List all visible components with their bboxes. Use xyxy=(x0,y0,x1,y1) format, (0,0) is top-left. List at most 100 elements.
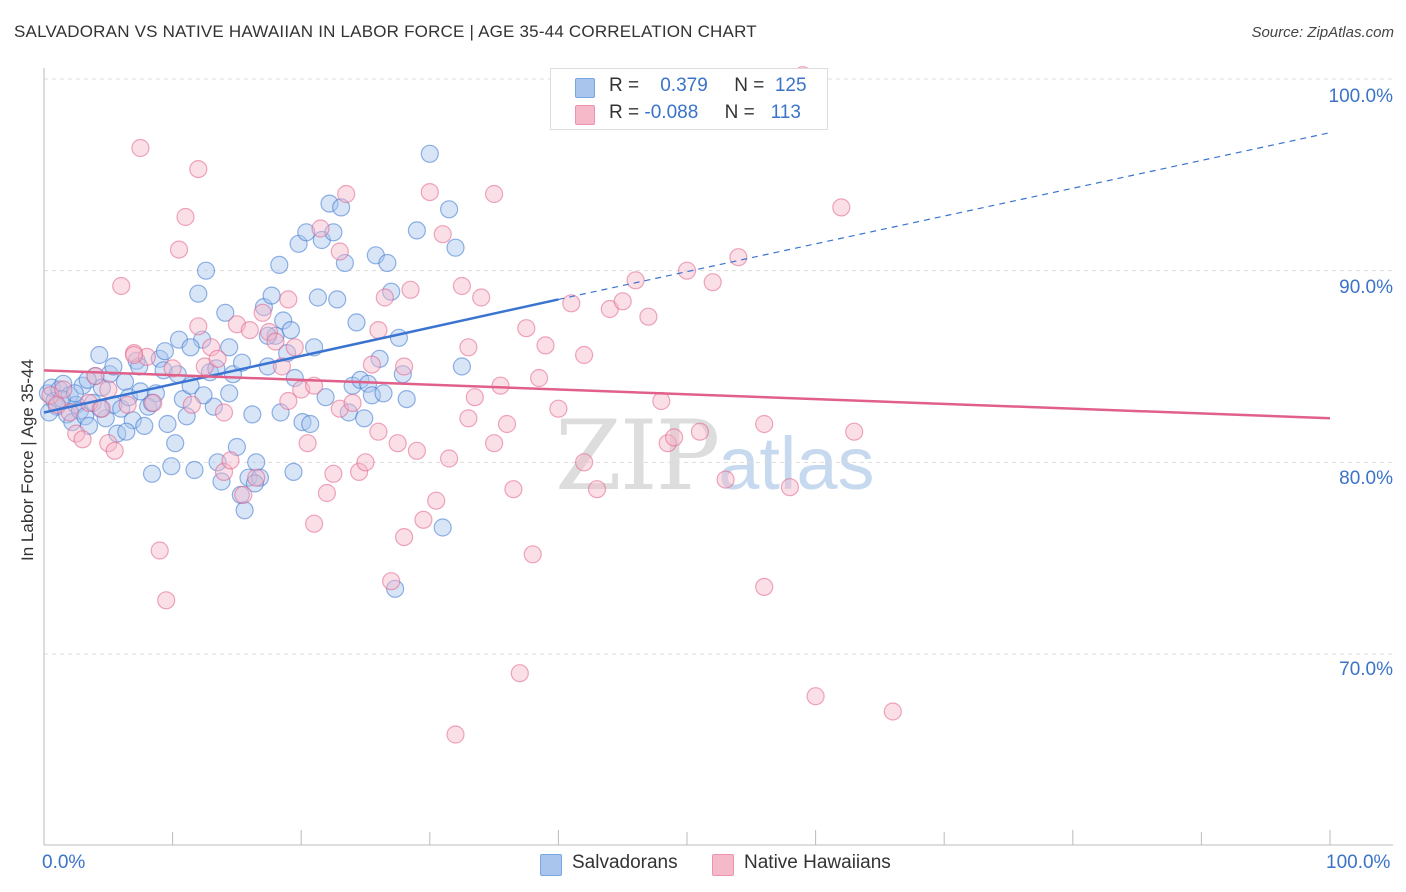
salvadoran-point xyxy=(332,198,351,217)
salvadoran-point xyxy=(433,518,452,537)
native-hawaiian-point xyxy=(427,491,446,510)
salvadoran-point xyxy=(362,386,381,405)
salvadoran-point xyxy=(181,338,200,357)
native-hawaiian-point xyxy=(369,422,388,441)
native-hawaiian-point xyxy=(259,322,279,342)
legend-label: Salvadorans xyxy=(572,852,678,873)
source-credit: Source: ZipAtlas.com xyxy=(1251,24,1394,41)
salvadoran-point xyxy=(446,238,465,257)
salvadoran-point xyxy=(378,253,397,273)
y-tick-label: 100.0% xyxy=(1328,86,1393,107)
salvadoran-point xyxy=(177,407,196,426)
native-hawaiian-point xyxy=(883,702,902,721)
watermark: ZIPatlas xyxy=(555,400,875,512)
native-hawaiian-point xyxy=(369,321,388,340)
native-hawaiian-point xyxy=(214,462,234,481)
native-hawaiian-point xyxy=(311,219,330,238)
legend-swatch-pink xyxy=(575,105,595,125)
y-tick-label: 90.0% xyxy=(1339,277,1393,298)
native-hawaiian-point xyxy=(324,464,343,483)
native-hawaiian-point xyxy=(832,198,851,217)
native-hawaiian-point xyxy=(613,292,632,311)
native-hawaiian-point xyxy=(330,242,349,261)
native-hawaiian-point xyxy=(214,403,234,422)
native-hawaiian-trend-line xyxy=(43,369,1331,420)
native-hawaiian-point xyxy=(549,399,568,418)
salvadoran-point xyxy=(308,288,327,307)
native-hawaiian-point xyxy=(472,288,491,307)
n-label: N = xyxy=(734,75,765,96)
salvadoran-point xyxy=(220,384,239,403)
r-label: R = xyxy=(609,75,640,96)
legend-label: Native Hawaiians xyxy=(744,852,891,873)
salvadoran-point xyxy=(284,462,303,481)
native-hawaiian-point xyxy=(356,453,375,472)
native-hawaiian-point xyxy=(317,483,336,503)
native-hawaiian-point xyxy=(86,367,105,386)
native-hawaiian-point xyxy=(485,434,504,453)
salvadoran-point xyxy=(185,460,204,480)
native-hawaiian-point xyxy=(401,280,420,299)
native-hawaiian-point xyxy=(780,478,800,497)
native-hawaiian-point xyxy=(253,303,272,322)
watermark-zip: ZIP xyxy=(555,400,720,512)
native-hawaiian-point xyxy=(414,510,433,529)
salvadoran-point xyxy=(397,390,416,409)
native-hawaiian-point xyxy=(446,725,465,744)
salvadoran-point xyxy=(301,414,320,434)
native-hawaiian-point xyxy=(491,376,510,395)
native-hawaiian-point xyxy=(452,276,471,296)
salvadoran-point xyxy=(452,357,471,376)
native-hawaiian-point xyxy=(703,273,722,292)
salvadoran-point xyxy=(374,384,393,403)
salvadoran-trend-line xyxy=(43,298,559,414)
data-points xyxy=(38,66,902,744)
native-hawaiian-point xyxy=(285,338,304,357)
r-label: R = xyxy=(609,102,640,123)
native-hawaiian-point xyxy=(729,248,748,267)
n-value: 113 xyxy=(770,102,801,123)
native-hawaiian-point xyxy=(99,380,118,399)
salvadoran-point xyxy=(117,422,136,441)
salvadoran-point xyxy=(245,474,264,493)
native-hawaiian-point xyxy=(124,345,144,365)
native-hawaiian-point xyxy=(497,414,517,434)
correlation-legend: R = 0.379 N = 125 R = -0.088 N = 113 xyxy=(550,68,828,130)
n-label: N = xyxy=(724,102,755,123)
native-hawaiian-point xyxy=(485,184,504,204)
salvadoran-point xyxy=(173,390,192,409)
salvadoran-point xyxy=(142,464,162,483)
y-axis-label: In Labor Force | Age 35-44 xyxy=(18,359,37,561)
native-hawaiian-point xyxy=(382,572,401,591)
native-hawaiian-point xyxy=(157,591,176,610)
native-hawaiian-point xyxy=(626,271,645,290)
salvadoran-point xyxy=(92,378,112,397)
x-min-label: 0.0% xyxy=(42,852,86,873)
native-hawaiian-point xyxy=(510,664,529,683)
native-hawaiian-point xyxy=(845,422,864,441)
salvadoran-point xyxy=(270,255,289,274)
salvadoran-point xyxy=(243,405,262,424)
y-tick-label: 80.0% xyxy=(1339,468,1393,489)
legend-swatch-blue xyxy=(575,78,595,98)
salvadoran-point xyxy=(274,311,293,330)
native-hawaiian-point xyxy=(163,359,182,378)
native-hawaiian-point xyxy=(716,470,735,489)
native-hawaiian-point xyxy=(105,441,124,460)
salvadoran-point xyxy=(235,501,254,520)
native-hawaiian-point xyxy=(240,321,259,340)
salvadoran-point xyxy=(250,468,270,487)
native-hawaiian-point xyxy=(247,468,266,487)
native-hawaiian-point xyxy=(298,434,317,453)
native-hawaiian-point xyxy=(189,317,208,336)
salvadoran-point xyxy=(281,321,300,340)
salvadoran-point xyxy=(204,397,223,416)
salvadoran-point xyxy=(320,194,339,213)
native-hawaiian-point xyxy=(169,240,189,259)
chart-title: SALVADORAN VS NATIVE HAWAIIAN IN LABOR F… xyxy=(14,22,757,41)
native-hawaiian-point xyxy=(690,422,710,441)
native-hawaiian-point xyxy=(529,368,549,388)
native-hawaiian-point xyxy=(562,294,581,313)
native-hawaiian-point xyxy=(407,441,426,460)
native-hawaiian-point xyxy=(150,541,169,560)
